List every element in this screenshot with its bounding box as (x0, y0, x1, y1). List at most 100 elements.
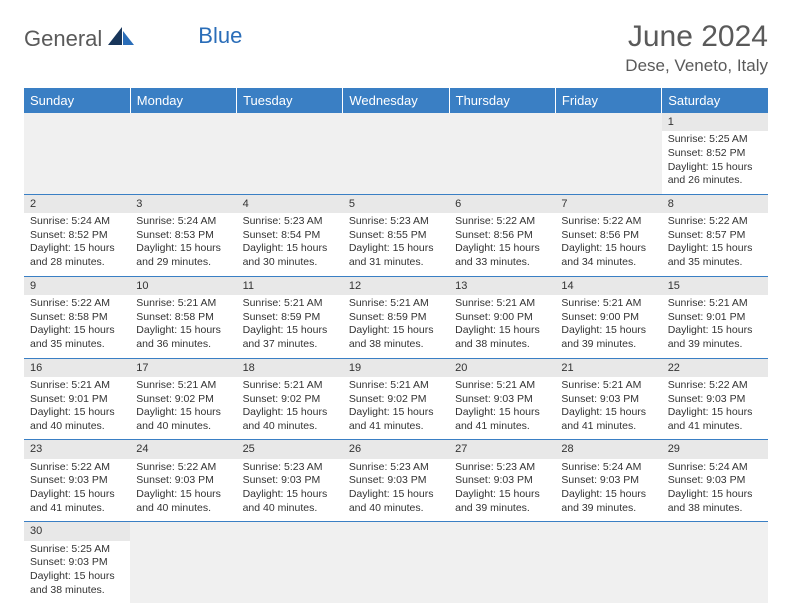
day-info: Sunrise: 5:24 AMSunset: 9:03 PMDaylight:… (668, 461, 762, 516)
day-number: 13 (449, 277, 555, 295)
calendar-day-cell: 26Sunrise: 5:23 AMSunset: 9:03 PMDayligh… (343, 440, 449, 522)
sunset-text: Sunset: 8:58 PM (136, 311, 230, 325)
calendar-header-row: SundayMondayTuesdayWednesdayThursdayFrid… (24, 88, 768, 113)
calendar-day-cell (555, 522, 661, 603)
calendar-day-cell: 7Sunrise: 5:22 AMSunset: 8:56 PMDaylight… (555, 194, 661, 276)
daylight-text: Daylight: 15 hours and 38 minutes. (349, 324, 443, 351)
day-number: 23 (24, 440, 130, 458)
day-info: Sunrise: 5:21 AMSunset: 9:03 PMDaylight:… (455, 379, 549, 434)
sail-icon (108, 27, 134, 52)
weekday-header: Sunday (24, 88, 130, 113)
calendar-day-cell: 27Sunrise: 5:23 AMSunset: 9:03 PMDayligh… (449, 440, 555, 522)
sunrise-text: Sunrise: 5:21 AM (30, 379, 124, 393)
calendar-week-row: 23Sunrise: 5:22 AMSunset: 9:03 PMDayligh… (24, 440, 768, 522)
daylight-text: Daylight: 15 hours and 29 minutes. (136, 242, 230, 269)
sunset-text: Sunset: 9:02 PM (243, 393, 337, 407)
day-info: Sunrise: 5:21 AMSunset: 8:59 PMDaylight:… (243, 297, 337, 352)
day-info: Sunrise: 5:25 AMSunset: 8:52 PMDaylight:… (668, 133, 762, 188)
sunset-text: Sunset: 8:58 PM (30, 311, 124, 325)
calendar-day-cell: 16 Sunrise: 5:21 AMSunset: 9:01 PMDayligh… (24, 358, 130, 440)
day-number: 14 (555, 277, 661, 295)
day-number: 9 (24, 277, 130, 295)
calendar-day-cell: 25 Sunrise: 5:23 AMSunset: 9:03 PMDayligh… (237, 440, 343, 522)
sunrise-text: Sunrise: 5:21 AM (349, 379, 443, 393)
daylight-text: Daylight: 15 hours and 38 minutes. (30, 570, 124, 597)
sunset-text: Sunset: 9:03 PM (668, 474, 762, 488)
day-info: Sunrise: 5:21 AMSunset: 8:59 PMDaylight:… (349, 297, 443, 352)
daylight-text: Daylight: 15 hours and 40 minutes. (136, 406, 230, 433)
sunrise-text: Sunrise: 5:25 AM (668, 133, 762, 147)
sunrise-text: Sunrise: 5:21 AM (668, 297, 762, 311)
sunset-text: Sunset: 8:53 PM (136, 229, 230, 243)
day-number: 25 (237, 440, 343, 458)
daylight-text: Daylight: 15 hours and 39 minutes. (561, 488, 655, 515)
day-info: Sunrise: 5:22 AMSunset: 8:56 PMDaylight:… (455, 215, 549, 270)
calendar-body: 1Sunrise: 5:25 AMSunset: 8:52 PMDaylight… (24, 113, 768, 603)
daylight-text: Daylight: 15 hours and 36 minutes. (136, 324, 230, 351)
daylight-text: Daylight: 15 hours and 41 minutes. (349, 406, 443, 433)
daylight-text: Daylight: 15 hours and 35 minutes. (668, 242, 762, 269)
day-number: 28 (555, 440, 661, 458)
month-title: June 2024 (625, 20, 768, 54)
day-number: 21 (555, 359, 661, 377)
day-number: 30 (24, 522, 130, 540)
calendar-day-cell: 23Sunrise: 5:22 AMSunset: 9:03 PMDayligh… (24, 440, 130, 522)
calendar-day-cell: 15Sunrise: 5:21 AMSunset: 9:01 PMDayligh… (662, 276, 768, 358)
sunrise-text: Sunrise: 5:21 AM (136, 379, 230, 393)
calendar-day-cell: 6Sunrise: 5:22 AMSunset: 8:56 PMDaylight… (449, 194, 555, 276)
sunrise-text: Sunrise: 5:22 AM (30, 461, 124, 475)
sunrise-text: Sunrise: 5:21 AM (455, 379, 549, 393)
sunset-text: Sunset: 9:03 PM (561, 474, 655, 488)
day-number: 3 (130, 195, 236, 213)
calendar-day-cell: 21Sunrise: 5:21 AMSunset: 9:03 PMDayligh… (555, 358, 661, 440)
sunrise-text: Sunrise: 5:24 AM (136, 215, 230, 229)
weekday-header: Friday (555, 88, 661, 113)
calendar-day-cell: 11Sunrise: 5:21 AMSunset: 8:59 PMDayligh… (237, 276, 343, 358)
daylight-text: Daylight: 15 hours and 40 minutes. (30, 406, 124, 433)
day-number: 29 (662, 440, 768, 458)
day-number: 7 (555, 195, 661, 213)
day-info: Sunrise: 5:21 AMSunset: 9:00 PMDaylight:… (455, 297, 549, 352)
day-number: 16 (24, 359, 130, 377)
day-number: 8 (662, 195, 768, 213)
day-number: 26 (343, 440, 449, 458)
sunrise-text: Sunrise: 5:22 AM (668, 379, 762, 393)
daylight-text: Daylight: 15 hours and 39 minutes. (561, 324, 655, 351)
daylight-text: Daylight: 15 hours and 41 minutes. (455, 406, 549, 433)
daylight-text: Daylight: 15 hours and 40 minutes. (349, 488, 443, 515)
daylight-text: Daylight: 15 hours and 39 minutes. (455, 488, 549, 515)
sunset-text: Sunset: 9:01 PM (30, 393, 124, 407)
day-info: Sunrise: 5:24 AMSunset: 9:03 PMDaylight:… (561, 461, 655, 516)
daylight-text: Daylight: 15 hours and 41 minutes. (668, 406, 762, 433)
sunrise-text: Sunrise: 5:21 AM (243, 297, 337, 311)
day-info: Sunrise: 5:23 AMSunset: 8:55 PMDaylight:… (349, 215, 443, 270)
day-number: 20 (449, 359, 555, 377)
sunset-text: Sunset: 8:59 PM (349, 311, 443, 325)
calendar-day-cell (555, 113, 661, 194)
sunrise-text: Sunrise: 5:21 AM (561, 379, 655, 393)
calendar-day-cell: 29 Sunrise: 5:24 AMSunset: 9:03 PMDayligh… (662, 440, 768, 522)
day-info: Sunrise: 5:24 AMSunset: 8:52 PMDaylight:… (30, 215, 124, 270)
sunrise-text: Sunrise: 5:23 AM (349, 215, 443, 229)
weekday-header: Wednesday (343, 88, 449, 113)
calendar-week-row: 2Sunrise: 5:24 AMSunset: 8:52 PMDaylight… (24, 194, 768, 276)
calendar-day-cell: 10Sunrise: 5:21 AMSunset: 8:58 PMDayligh… (130, 276, 236, 358)
day-info: Sunrise: 5:21 AMSunset: 9:01 PMDaylight:… (668, 297, 762, 352)
day-info: Sunrise: 5:22 AMSunset: 9:03 PMDaylight:… (668, 379, 762, 434)
sunrise-text: Sunrise: 5:22 AM (668, 215, 762, 229)
logo-text-general: General (24, 26, 102, 52)
sunrise-text: Sunrise: 5:23 AM (455, 461, 549, 475)
sunset-text: Sunset: 9:03 PM (455, 393, 549, 407)
calendar-day-cell: 5Sunrise: 5:23 AMSunset: 8:55 PMDaylight… (343, 194, 449, 276)
sunset-text: Sunset: 9:03 PM (243, 474, 337, 488)
weekday-header: Monday (130, 88, 236, 113)
weekday-header: Thursday (449, 88, 555, 113)
day-info: Sunrise: 5:22 AMSunset: 9:03 PMDaylight:… (136, 461, 230, 516)
calendar-week-row: 30Sunrise: 5:25 AMSunset: 9:03 PMDayligh… (24, 522, 768, 603)
day-info: Sunrise: 5:21 AMSunset: 9:01 PMDaylight:… (30, 379, 124, 434)
day-info: Sunrise: 5:21 AMSunset: 8:58 PMDaylight:… (136, 297, 230, 352)
daylight-text: Daylight: 15 hours and 39 minutes. (668, 324, 762, 351)
day-info: Sunrise: 5:23 AMSunset: 9:03 PMDaylight:… (243, 461, 337, 516)
calendar-day-cell: 24Sunrise: 5:22 AMSunset: 9:03 PMDayligh… (130, 440, 236, 522)
sunrise-text: Sunrise: 5:22 AM (136, 461, 230, 475)
